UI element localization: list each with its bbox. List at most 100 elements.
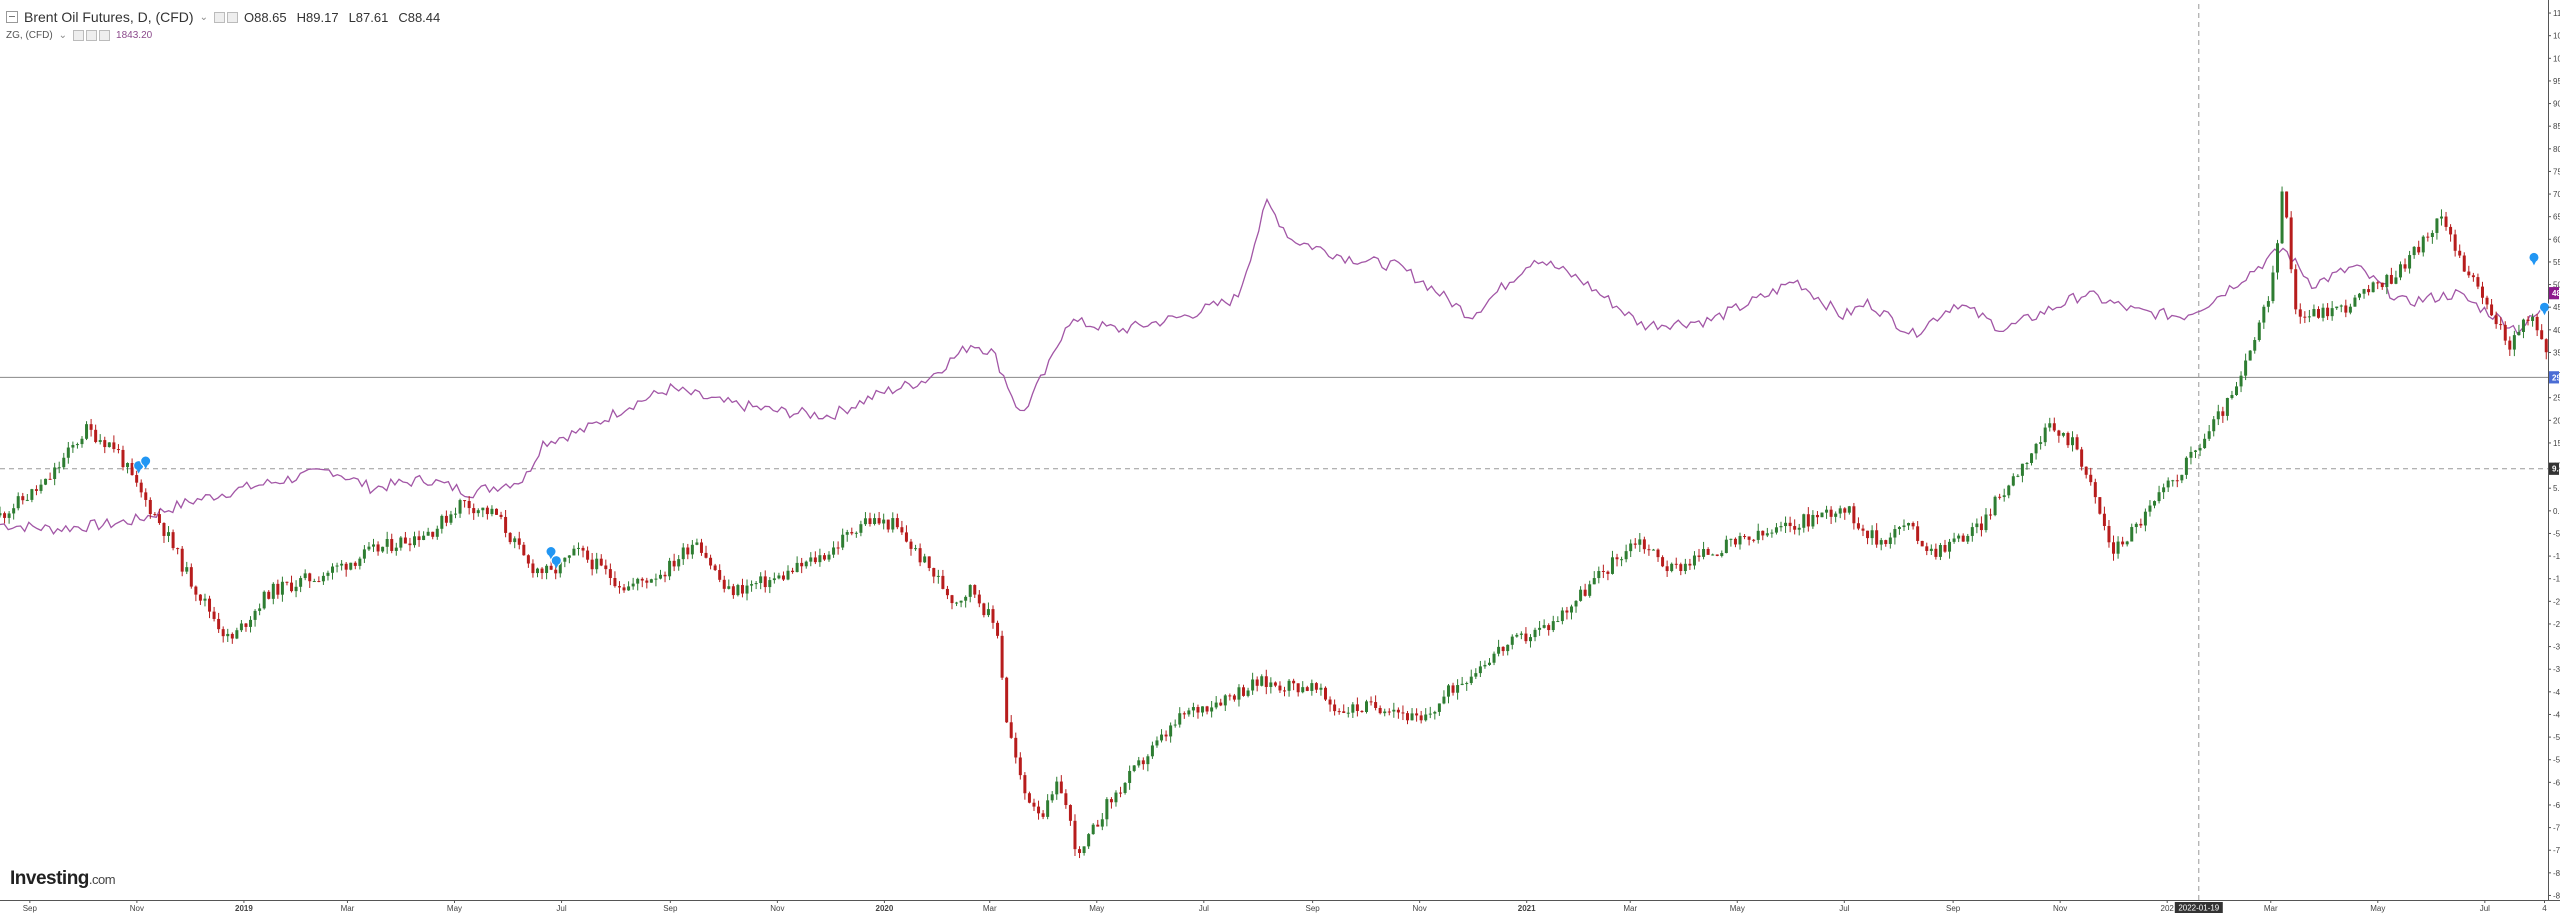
candle-body [2139,523,2143,526]
candle-body [1005,677,1009,723]
candle [2490,299,2494,317]
candle-body [690,544,694,555]
candle-body [2239,375,2243,387]
collapse-legend-button[interactable] [6,11,18,23]
candle [1428,706,1432,719]
candle [2171,479,2175,487]
candle [1702,541,1706,560]
candle [2421,235,2425,257]
close-icon[interactable] [99,29,111,41]
main-symbol-label[interactable]: Brent Oil Futures, D, (CFD) [24,9,194,25]
candle-body [2403,264,2407,269]
compare-menu-chevron-icon[interactable]: ⌄ [58,29,68,41]
candle [526,554,530,568]
candle [331,563,335,580]
candle [1437,703,1441,716]
candle-body [176,548,180,550]
candle [1815,511,1819,525]
candle-body [1415,713,1419,716]
candle [2321,303,2325,322]
candle-body [886,519,890,530]
candle [1478,660,1482,678]
candle [1465,681,1469,691]
candle-body [617,586,621,588]
candle-body [1474,673,1478,677]
candle-body [66,447,70,458]
candle-body [827,554,831,560]
candle [2444,211,2448,231]
candle [1046,794,1050,820]
candle-body [508,532,512,543]
candle-body [467,501,471,509]
candle-body [340,563,344,566]
candle-body [1201,706,1205,713]
candle-body [1487,662,1491,665]
candle-body [1478,666,1482,674]
candle [2531,313,2535,327]
compare-symbol-label[interactable]: ZG, (CFD) [6,29,53,41]
candle [891,512,895,533]
candle [335,562,339,573]
eye-icon[interactable] [213,11,225,23]
candle-body [408,543,412,546]
candle [1528,634,1532,648]
candle-body [417,536,421,541]
y-tick-label: 20.00% [2553,416,2560,425]
candle-body [2203,438,2207,449]
candle-body [504,516,508,533]
candle [1838,505,1842,519]
candle [7,511,11,524]
candle [1141,757,1145,770]
settings-icon[interactable] [226,11,238,23]
candle [2439,209,2443,226]
event-marker-pointer [2531,261,2536,266]
candle-body [2121,541,2125,545]
candle [1656,548,1660,562]
symbol-menu-chevron-icon[interactable]: ⌄ [199,11,208,23]
candle [2458,244,2462,259]
candle-body [991,609,995,623]
candle [1460,676,1464,686]
candle-body [754,583,758,585]
settings-icon[interactable] [86,29,98,41]
candle-body [1615,557,1619,560]
candle [367,542,371,551]
candle [795,556,799,573]
candle [1451,682,1455,696]
candle-body [1774,527,1778,533]
candle-body [2430,232,2434,237]
candle-body [2330,308,2334,317]
candle-body [1237,687,1241,700]
candle-body [16,496,20,509]
candle-body [1096,824,1100,827]
candle-body [2367,289,2371,293]
candle-body [704,552,708,558]
candle [1109,797,1113,809]
eye-icon[interactable] [73,29,85,41]
candle-body [1925,546,1929,551]
candle-body [1519,633,1523,635]
candle-body [30,489,34,500]
candle [877,512,881,526]
candle-body [1442,696,1446,704]
candle [48,472,52,480]
candle-body [2025,462,2029,464]
candle-body [1870,530,1874,539]
candle-body [1747,536,1751,540]
candle-body [1756,530,1760,540]
candle-body [649,579,653,583]
candle-body [1337,711,1341,713]
event-marker-dot [2528,251,2540,263]
x-tick-label: May [447,904,462,913]
candle [2312,304,2316,317]
candle-body [1565,610,1569,613]
candle-body [718,570,722,580]
y-tick-label: 45.00% [2553,303,2560,312]
candle [2276,239,2280,280]
candle [1779,521,1783,532]
x-tick-label: Mar [1623,904,1637,913]
y-tick-label: 85.00% [2553,122,2560,131]
candle [1948,538,1952,559]
candle-body [1355,704,1359,711]
